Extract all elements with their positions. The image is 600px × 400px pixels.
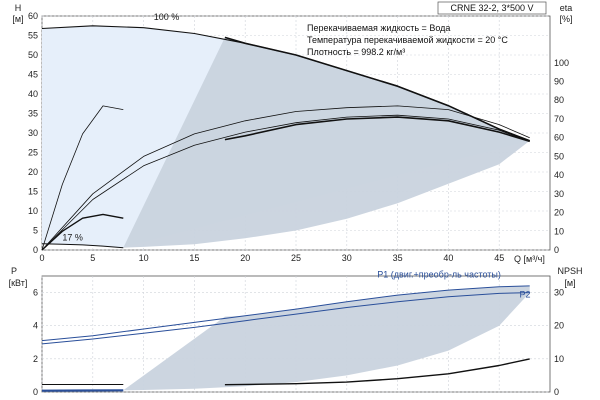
y-right-tick-lower-10: 10 <box>554 354 564 364</box>
x-tick-label-25: 25 <box>291 253 301 263</box>
upper-curves <box>41 25 530 251</box>
y-left-tick-upper-20: 20 <box>28 167 38 177</box>
y-left-tick-upper-55: 55 <box>28 31 38 41</box>
y-left-label-lower-1: P <box>11 266 17 276</box>
upper-panel: 0 5 10 15 20 25 30 35 40 45 0 5 10 15 20 25 30 35 40 45 50 55… <box>12 1 573 264</box>
upper-curve-eta-17-low <box>41 213 124 251</box>
lower-curve-p2 <box>41 292 530 345</box>
x-tick-label-40: 40 <box>443 253 453 263</box>
title-box <box>437 1 547 15</box>
y-left-tick-upper-50: 50 <box>28 50 38 60</box>
y-left-tick-upper-45: 45 <box>28 70 38 80</box>
annotation-p2: P2 <box>520 290 531 300</box>
upper-efficiency-zone <box>123 37 530 248</box>
y-left-label-upper-2: [м] <box>12 14 23 24</box>
x-tick-label-45: 45 <box>494 253 504 263</box>
upper-curve-eta-total <box>224 116 530 143</box>
annotation-p1: P1 (двиг.+преобр-ль частоты) <box>377 270 501 280</box>
y-left-tick-upper-40: 40 <box>28 89 38 99</box>
title-box-text: CRNE 32-2, 3*500 V <box>450 3 533 13</box>
upper-curve-h-eff-zone-upper <box>224 36 530 142</box>
y-left-tick-upper-30: 30 <box>28 128 38 138</box>
y-left-tick-upper-60: 60 <box>28 11 38 21</box>
lower-shade-region <box>123 285 530 391</box>
lower-efficiency-zone <box>123 285 530 391</box>
y-right-tick-upper-30: 30 <box>554 189 564 199</box>
y-left-label-upper-1: H <box>15 3 22 13</box>
y-right-tick-upper-100: 100 <box>554 58 569 68</box>
upper-curve-eta-17 <box>41 105 124 251</box>
upper-shade-region <box>42 25 530 248</box>
upper-curve-h-17 <box>41 243 124 249</box>
y-right-tick-upper-0: 0 <box>554 245 559 255</box>
x-tick-label-15: 15 <box>189 253 199 263</box>
x-tick-label-10: 10 <box>139 253 149 263</box>
x-tick-label-20: 20 <box>240 253 250 263</box>
upper-curve-eta-motor <box>41 114 530 251</box>
y-right-tick-upper-80: 80 <box>554 95 564 105</box>
y-left-tick-upper-5: 5 <box>33 226 38 236</box>
y-right-label-lower-1: NPSH <box>557 266 582 276</box>
y-left-tick-lower-2: 2 <box>33 354 38 364</box>
y-right-tick-upper-50: 50 <box>554 151 564 161</box>
y-right-tick-upper-20: 20 <box>554 208 564 218</box>
x-tick-label-30: 30 <box>342 253 352 263</box>
y-right-label-lower-2: [м] <box>564 278 575 288</box>
lower-tick-labels: 0 2 4 6 0 10 20 30 <box>33 288 564 397</box>
annotation-100-percent: 100 % <box>154 12 180 22</box>
info-line-temperature: Температура перекачиваемой жидкости = 20… <box>307 35 508 45</box>
x-axis-label: Q [м³/ч] <box>514 254 545 264</box>
y-left-label-lower-2: [кВт] <box>9 278 28 288</box>
lower-curve-npsh <box>224 358 530 386</box>
y-left-tick-lower-4: 4 <box>33 321 38 331</box>
y-right-tick-upper-90: 90 <box>554 77 564 87</box>
y-right-tick-upper-40: 40 <box>554 170 564 180</box>
y-right-tick-lower-20: 20 <box>554 321 564 331</box>
lower-curves <box>41 285 530 392</box>
lower-panel: 0 2 4 6 0 10 20 30 P [кВт] NPSH [м] P1 (двиг.+п… <box>9 266 583 397</box>
y-left-tick-lower-6: 6 <box>33 288 38 298</box>
info-line-density: Плотность = 998.2 кг/м³ <box>307 47 405 57</box>
y-right-label-upper-2: [%] <box>559 14 572 24</box>
y-right-tick-upper-60: 60 <box>554 133 564 143</box>
y-right-tick-upper-10: 10 <box>554 226 564 236</box>
y-right-tick-lower-0: 0 <box>554 387 559 397</box>
y-right-tick-upper-70: 70 <box>554 114 564 124</box>
upper-curve-eta-100 <box>41 105 530 251</box>
lower-curve-p1 <box>41 285 530 342</box>
y-left-tick-upper-35: 35 <box>28 109 38 119</box>
info-line-fluid: Перекачиваемая жидкость = Вода <box>307 23 450 33</box>
annotation-17-percent: 17 % <box>62 232 83 242</box>
y-left-tick-upper-0: 0 <box>33 245 38 255</box>
x-tick-label-35: 35 <box>393 253 403 263</box>
y-left-tick-lower-0: 0 <box>33 387 38 397</box>
y-right-label-upper-1: eta <box>560 3 573 13</box>
y-left-tick-upper-25: 25 <box>28 148 38 158</box>
y-left-tick-upper-10: 10 <box>28 206 38 216</box>
y-left-tick-upper-15: 15 <box>28 187 38 197</box>
x-tick-label-0: 0 <box>39 253 44 263</box>
y-right-tick-lower-30: 30 <box>554 288 564 298</box>
x-tick-label-5: 5 <box>90 253 95 263</box>
upper-tick-labels: 0 5 10 15 20 25 30 35 40 45 0 5 10 15 20 25 30 35 40 45 50 55… <box>28 11 569 263</box>
